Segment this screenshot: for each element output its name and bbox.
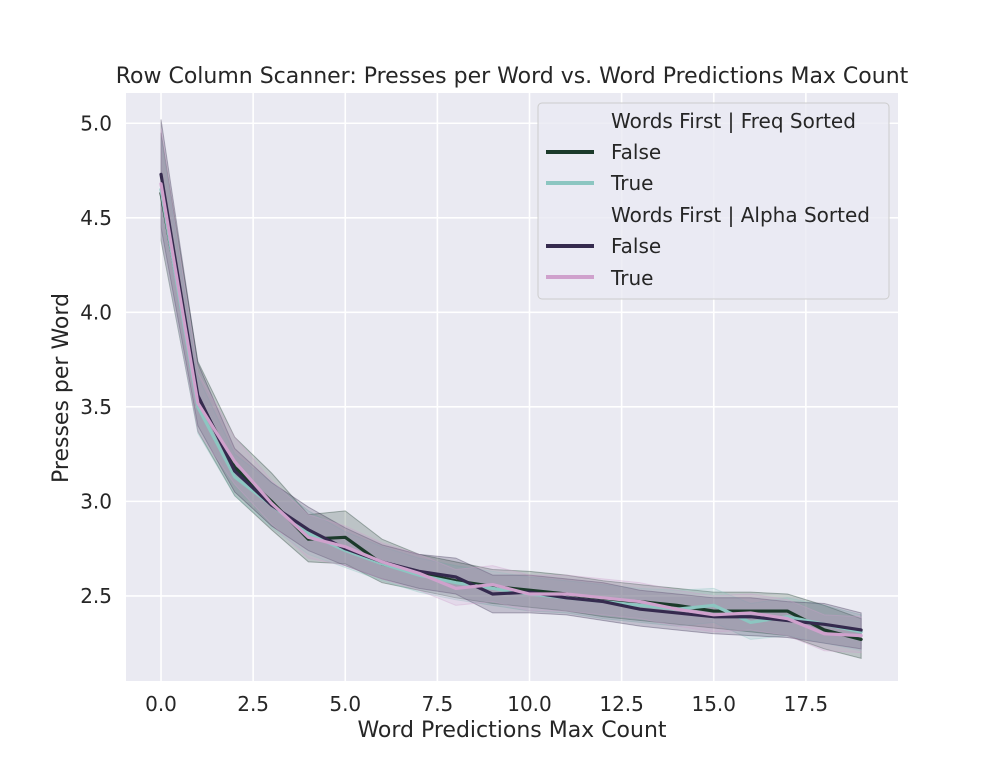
legend-title-alpha: Words First | Alpha Sorted <box>611 203 870 227</box>
legend-label-alpha-false: False <box>611 234 661 258</box>
x-tick-label: 0.0 <box>145 692 177 716</box>
legend-label-freq-true: True <box>610 171 653 195</box>
series-lines <box>159 172 863 642</box>
x-tick-label: 7.5 <box>421 692 453 716</box>
y-tick-label: 4.5 <box>80 206 112 230</box>
x-tick-label: 12.5 <box>599 692 644 716</box>
legend-box <box>537 102 890 300</box>
y-tick-label: 4.0 <box>80 300 112 324</box>
x-tick-label: 5.0 <box>329 692 361 716</box>
x-tick-labels: 0.0 2.5 5.0 7.5 10.0 12.5 15.0 17.5 <box>145 692 828 716</box>
x-tick-label: 15.0 <box>691 692 736 716</box>
legend-label-freq-false: False <box>611 140 661 164</box>
legend-title-freq: Words First | Freq Sorted <box>611 109 856 133</box>
y-tick-label: 3.0 <box>80 489 112 513</box>
legend: Words First | Freq Sorted False True Wor… <box>537 102 890 300</box>
confidence-bands <box>160 119 862 659</box>
y-tick-label: 2.5 <box>80 584 112 608</box>
y-axis-label: Presses per Word <box>49 293 74 483</box>
confidence-band-0 <box>160 132 862 659</box>
legend-label-alpha-true: True <box>610 266 653 290</box>
chart-title: Row Column Scanner: Presses per Word vs.… <box>116 64 909 89</box>
x-tick-label: 10.0 <box>507 692 552 716</box>
confidence-band-2 <box>160 119 862 650</box>
series-line-3 <box>159 182 863 638</box>
x-tick-label: 2.5 <box>237 692 269 716</box>
y-tick-label: 3.5 <box>80 395 112 419</box>
y-tick-label: 5.0 <box>80 111 112 135</box>
y-tick-labels: 2.5 3.0 3.5 4.0 4.5 5.0 <box>80 111 112 608</box>
confidence-band-1 <box>160 136 862 652</box>
confidence-band-3 <box>160 128 862 654</box>
x-axis-label: Word Predictions Max Count <box>357 718 666 743</box>
x-tick-label: 17.5 <box>784 692 829 716</box>
